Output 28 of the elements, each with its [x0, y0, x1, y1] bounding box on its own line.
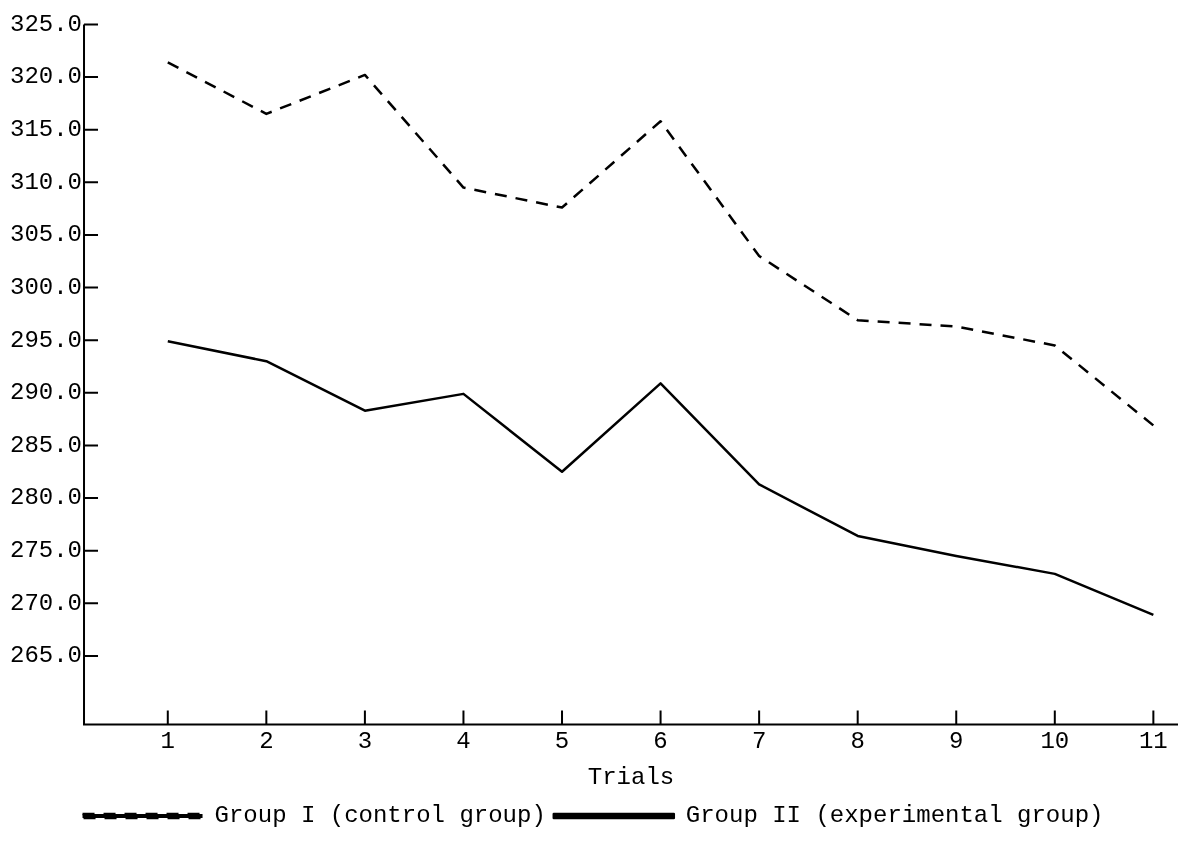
x-tick-label: 6	[653, 728, 668, 756]
line-series	[166, 61, 1155, 427]
legend-label: Group II (experimental group)	[685, 802, 1104, 830]
x-tick-label: 5	[554, 728, 570, 756]
x-tick-label: 4	[456, 728, 471, 756]
y-tick-label: 265.0	[10, 642, 83, 670]
y-tick-label: 325.0	[10, 10, 83, 38]
y-tick-label: 275.0	[10, 537, 83, 565]
y-tick-label: 270.0	[10, 589, 83, 617]
x-tick-label: 3	[357, 728, 373, 756]
x-tick-label: 2	[259, 728, 274, 756]
y-tick-label: 305.0	[10, 221, 83, 249]
x-tick-label: 8	[850, 728, 865, 756]
legend-label: Group I (control group)	[214, 802, 546, 830]
x-tick-label: 11	[1138, 728, 1168, 756]
y-tick-label: 295.0	[10, 326, 83, 354]
y-tick-label: 320.0	[10, 63, 83, 91]
x-axis-title: Trials	[587, 763, 675, 791]
x-tick-label: 1	[160, 728, 175, 756]
y-tick-label: 290.0	[10, 379, 83, 407]
y-tick-label: 280.0	[10, 484, 83, 512]
x-tick-label: 9	[949, 728, 964, 756]
y-tick-label: 315.0	[10, 116, 83, 144]
x-tick-label: 7	[751, 728, 767, 756]
y-tick-label: 310.0	[10, 168, 83, 196]
y-tick-label: 285.0	[10, 431, 83, 459]
x-tick-label: 10	[1040, 728, 1070, 756]
y-tick-label: 300.0	[10, 273, 83, 301]
